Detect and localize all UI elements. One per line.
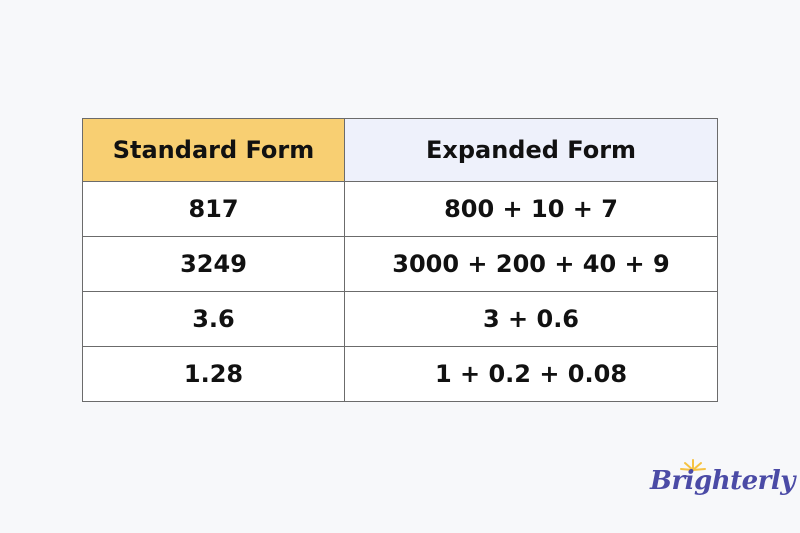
sun-icon <box>680 459 706 471</box>
expanded-form-cell: 3000 + 200 + 40 + 9 <box>344 236 718 292</box>
table-row: 3.6 3 + 0.6 <box>82 291 718 347</box>
standard-form-cell: 817 <box>82 181 345 237</box>
header-standard-form: Standard Form <box>82 118 345 182</box>
header-expanded-form: Expanded Form <box>344 118 718 182</box>
standard-form-cell: 3249 <box>82 236 345 292</box>
table-row: 3249 3000 + 200 + 40 + 9 <box>82 236 718 292</box>
table-row: 817 800 + 10 + 7 <box>82 181 718 237</box>
standard-form-cell: 1.28 <box>82 346 345 402</box>
logo-text: Brighterly <box>650 466 795 496</box>
brighterly-logo: Brighterly <box>650 459 795 502</box>
table-row: 1.28 1 + 0.2 + 0.08 <box>82 346 718 402</box>
expanded-form-cell: 800 + 10 + 7 <box>344 181 718 237</box>
standard-expanded-form-table: Standard Form Expanded Form 817 800 + 10… <box>82 118 718 402</box>
expanded-form-cell: 1 + 0.2 + 0.08 <box>344 346 718 402</box>
standard-form-cell: 3.6 <box>82 291 345 347</box>
table-header-row: Standard Form Expanded Form <box>82 118 718 182</box>
expanded-form-cell: 3 + 0.6 <box>344 291 718 347</box>
